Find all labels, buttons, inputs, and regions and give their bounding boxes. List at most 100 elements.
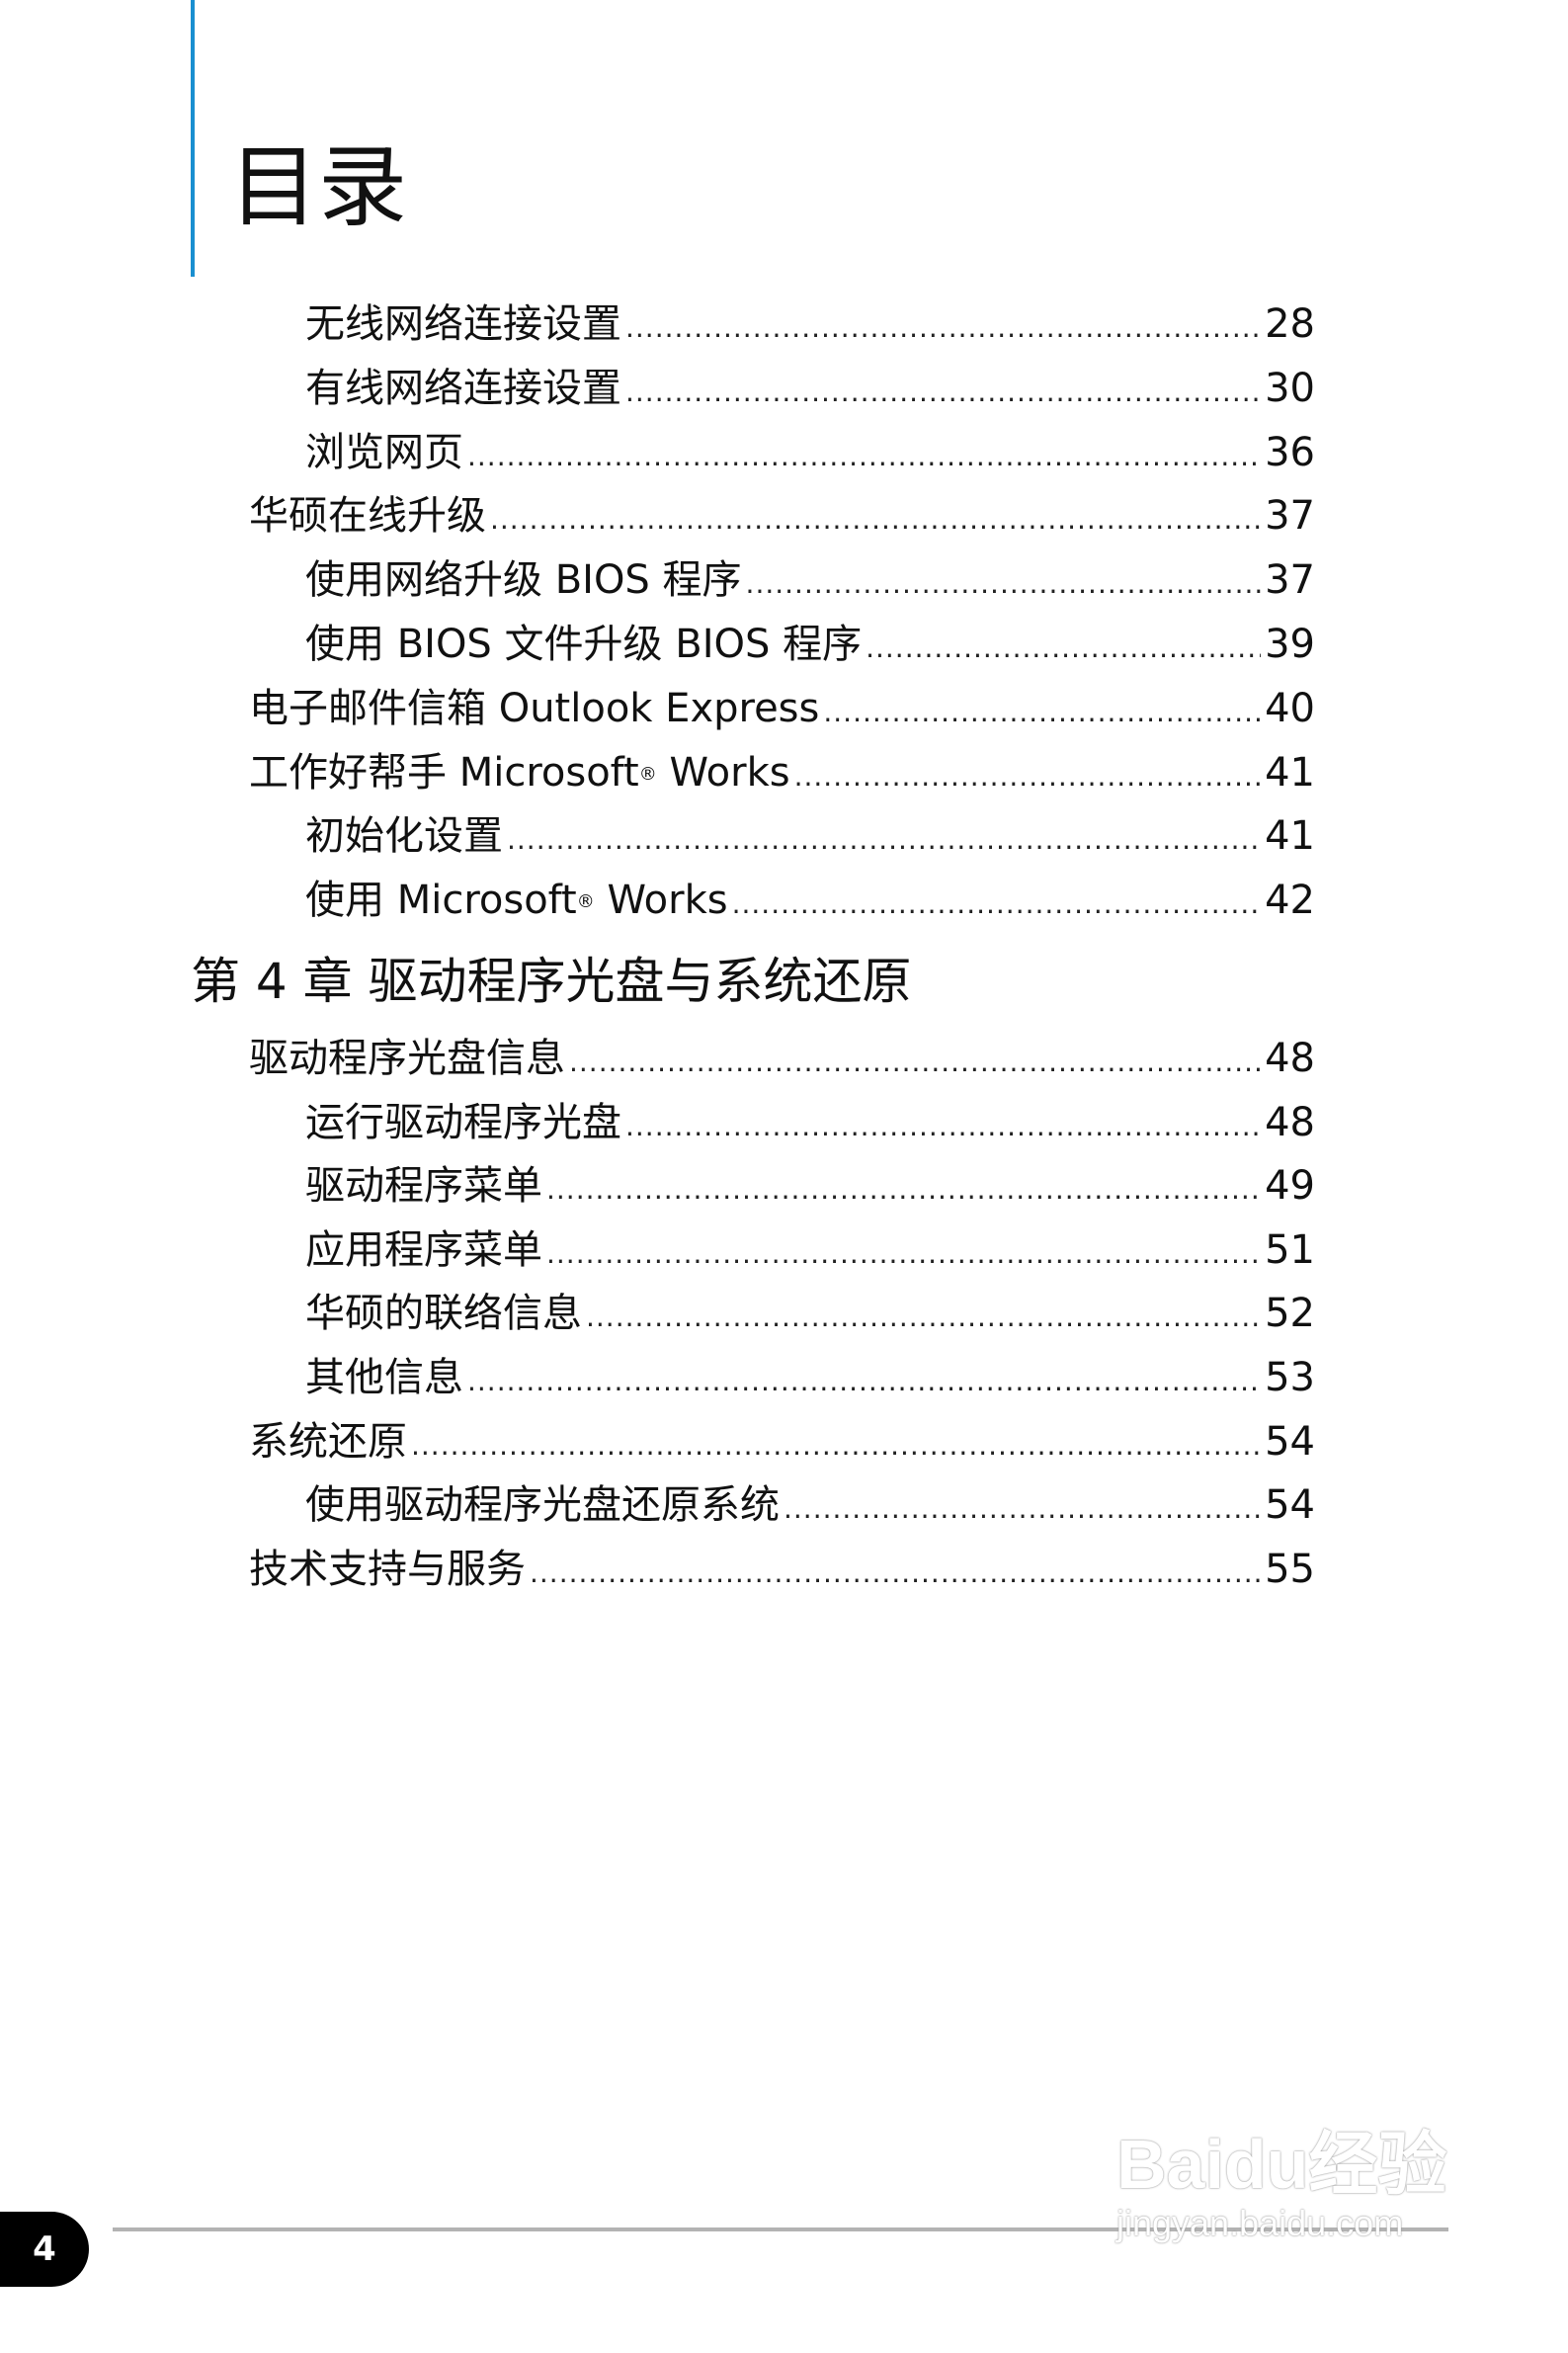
- toc-entry[interactable]: 使用 BIOS 文件升级 BIOS 程序 39: [305, 620, 1315, 673]
- toc-entry-label: 使用 BIOS 文件升级 BIOS 程序: [305, 620, 862, 669]
- dot-leader: [732, 880, 1262, 929]
- toc-entry-label: 使用 Microsoft® Works: [305, 876, 728, 925]
- toc-entry-label: 无线网络连接设置: [305, 299, 621, 349]
- dot-leader: [625, 303, 1261, 353]
- toc-entry[interactable]: 华硕的联络信息 52: [305, 1289, 1315, 1342]
- baidu-watermark: Baidu经验 jingyan.baidu.com: [1116, 2125, 1446, 2243]
- toc-entry[interactable]: 使用驱动程序光盘还原系统 54: [305, 1480, 1315, 1534]
- toc-entry-title: 系统还原: [249, 1418, 407, 1465]
- toc-entry-page: 41: [1265, 749, 1315, 796]
- toc-entry[interactable]: 电子邮件信箱 Outlook Express 40: [249, 684, 1315, 737]
- dot-leader: [866, 624, 1261, 673]
- toc-entry[interactable]: 无线网络连接设置 28: [305, 299, 1315, 353]
- toc-entry-page: 42: [1265, 878, 1315, 924]
- toc-entry-page: 28: [1265, 301, 1315, 347]
- toc-entry-page: 53: [1265, 1355, 1315, 1400]
- toc-entry-label: 华硕的联络信息: [305, 1289, 582, 1338]
- toc-entry-label: 驱动程序光盘信息: [249, 1034, 565, 1083]
- toc-entry-page: 37: [1265, 557, 1315, 604]
- toc-entry-title: 驱动程序光盘信息: [249, 1036, 565, 1081]
- toc-entry-page: 48: [1265, 1099, 1315, 1145]
- toc-entry[interactable]: 系统还原 54: [249, 1417, 1315, 1471]
- dot-leader: [625, 368, 1261, 417]
- page-title: 目录: [229, 135, 407, 239]
- toc-entry-label: 浏览网页: [305, 428, 463, 477]
- dot-leader: [546, 1165, 1261, 1215]
- toc-entry[interactable]: 有线网络连接设置 30: [305, 364, 1315, 417]
- toc-entry-label: 运行驱动程序光盘: [305, 1098, 621, 1147]
- toc-entry[interactable]: 驱动程序光盘信息 48: [249, 1034, 1315, 1087]
- toc-entry[interactable]: 初始化设置 41: [305, 811, 1315, 865]
- dot-leader: [490, 495, 1261, 545]
- toc-entry-title: 运行驱动程序光盘: [305, 1099, 621, 1145]
- toc-entry-label: 使用网络升级 BIOS 程序: [305, 555, 742, 605]
- toc-entry-label: 其他信息: [305, 1353, 463, 1402]
- toc-entry-title: 华硕在线升级: [249, 493, 486, 540]
- toc-entry[interactable]: 使用 Microsoft® Works 42: [305, 876, 1315, 929]
- toc-entry-title: 其他信息: [305, 1355, 463, 1400]
- watermark-logo: Baidu经验: [1116, 2126, 1447, 2203]
- dot-leader: [569, 1038, 1261, 1087]
- toc-entry-page: 55: [1265, 1546, 1315, 1592]
- toc-entry[interactable]: 应用程序菜单 51: [305, 1225, 1315, 1279]
- toc-entry[interactable]: 驱动程序菜单 49: [305, 1161, 1315, 1215]
- accent-line: [191, 0, 195, 277]
- toc-entry-label: 技术支持与服务: [249, 1545, 526, 1594]
- toc-entry-title: 工作好帮手 Microsoft: [249, 749, 639, 796]
- footer-rule: [113, 2227, 1448, 2231]
- toc-entry-title: 初始化设置: [305, 813, 503, 860]
- registered-mark: ®: [576, 891, 595, 913]
- toc-entry-title: 使用 BIOS 文件升级 BIOS 程序: [305, 622, 863, 667]
- registered-mark: ®: [638, 763, 657, 785]
- toc-entry-title: 技术支持与服务: [249, 1546, 526, 1592]
- dot-leader: [625, 1102, 1261, 1151]
- toc-entry-title: 浏览网页: [305, 429, 463, 475]
- toc-entry-page: 52: [1265, 1291, 1315, 1337]
- dot-leader: [586, 1293, 1261, 1342]
- toc-entry-label: 驱动程序菜单: [305, 1161, 542, 1211]
- toc-entry-label: 使用驱动程序光盘还原系统: [305, 1480, 780, 1530]
- dot-leader: [467, 432, 1261, 481]
- toc-entry-title-suffix: Works: [656, 749, 790, 796]
- toc-entry-title: 使用驱动程序光盘还原系统: [305, 1482, 780, 1529]
- toc-entry-page: 37: [1265, 493, 1315, 540]
- toc-entry-page: 51: [1265, 1226, 1315, 1273]
- toc-entry-page: 39: [1265, 622, 1315, 667]
- toc-entry-title: 使用 Microsoft: [305, 878, 577, 924]
- toc-entry-label: 系统还原: [249, 1417, 407, 1467]
- toc-entry-title-suffix: Works: [594, 878, 728, 924]
- dot-leader: [794, 752, 1262, 801]
- toc-entry-label: 应用程序菜单: [305, 1225, 542, 1275]
- dot-leader: [530, 1549, 1261, 1598]
- toc-entry-page: 40: [1265, 685, 1315, 731]
- toc-entry-page: 41: [1265, 813, 1315, 860]
- toc-entry-page: 54: [1265, 1418, 1315, 1465]
- dot-leader: [411, 1421, 1261, 1471]
- toc-entry-title: 应用程序菜单: [305, 1226, 542, 1273]
- toc-entry-page: 30: [1265, 365, 1315, 411]
- toc-entry-title: 华硕的联络信息: [305, 1291, 582, 1337]
- toc-entry-label: 工作好帮手 Microsoft® Works: [249, 748, 790, 798]
- toc-entry[interactable]: 运行驱动程序光盘 48: [305, 1098, 1315, 1151]
- toc-entry[interactable]: 工作好帮手 Microsoft® Works 41: [249, 748, 1315, 801]
- toc-entry[interactable]: 浏览网页 36: [305, 428, 1315, 481]
- toc-entry-label: 电子邮件信箱 Outlook Express: [249, 684, 819, 733]
- toc-entry[interactable]: 其他信息 53: [305, 1353, 1315, 1406]
- toc-entry-page: 49: [1265, 1163, 1315, 1210]
- toc-entry[interactable]: 技术支持与服务 55: [249, 1545, 1315, 1598]
- page-number: 4: [0, 2212, 89, 2287]
- toc-entry-page: 54: [1265, 1482, 1315, 1529]
- dot-leader: [507, 815, 1261, 865]
- toc-entry-title: 电子邮件信箱 Outlook Express: [249, 685, 820, 731]
- dot-leader: [546, 1229, 1261, 1279]
- dot-leader: [746, 559, 1262, 609]
- toc-entry-label: 有线网络连接设置: [305, 364, 621, 413]
- toc-entry-label: 初始化设置: [305, 811, 503, 861]
- dot-leader: [823, 688, 1261, 737]
- toc-entry-page: 48: [1265, 1036, 1315, 1081]
- toc-entry-page: 36: [1265, 429, 1315, 475]
- toc-entry[interactable]: 使用网络升级 BIOS 程序 37: [305, 555, 1315, 609]
- dot-leader: [784, 1484, 1261, 1534]
- toc-entry[interactable]: 华硕在线升级 37: [249, 491, 1315, 545]
- toc-entry-label: 华硕在线升级: [249, 491, 486, 541]
